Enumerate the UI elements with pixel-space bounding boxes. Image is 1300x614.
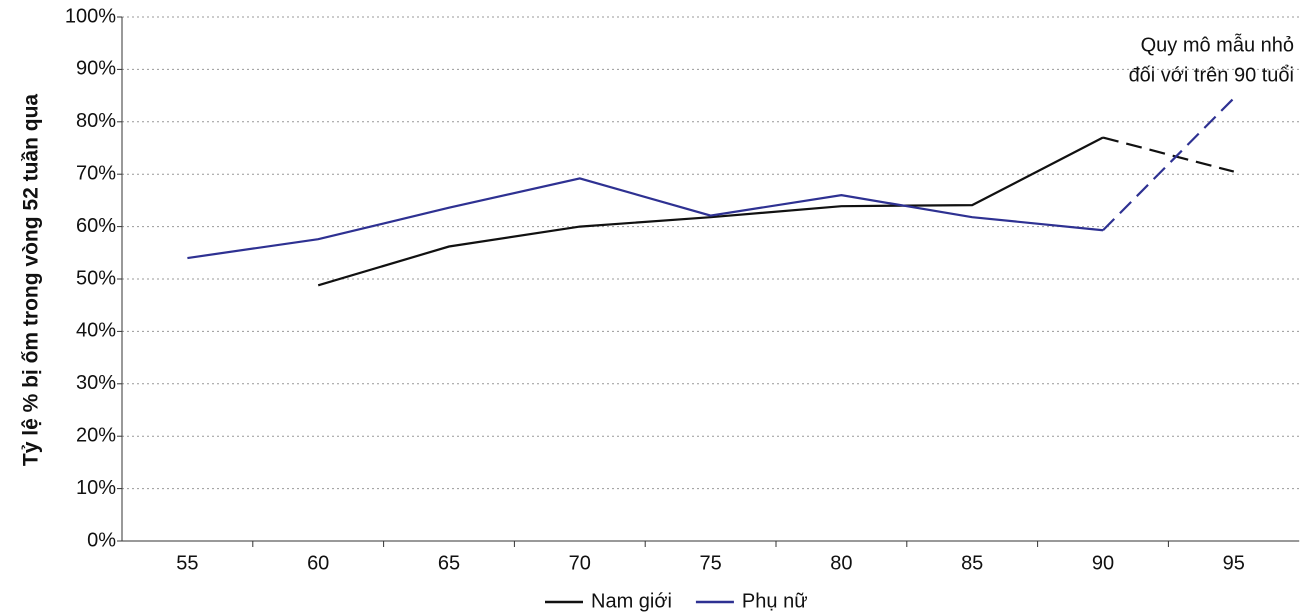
line-series (187, 177, 1104, 260)
y-axis-label: Tỷ lệ % bị ốm trong vòng 52 tuần qua (20, 94, 43, 467)
y-tick-label: 90% (76, 58, 116, 80)
annotation: Quy mô mẫu nhỏ (1141, 33, 1294, 56)
y-tick-label: 50% (76, 267, 116, 289)
y-tick-label: 20% (76, 424, 116, 446)
x-tick-label: 90 (1092, 552, 1114, 574)
legend-label: Nam giới (591, 590, 672, 612)
legend-label: Phụ nữ (742, 590, 808, 612)
line-series (317, 136, 1104, 287)
y-tick-label: 10% (76, 477, 116, 499)
x-tick-label: 55 (176, 552, 198, 574)
x-tick-label: 80 (830, 552, 852, 574)
x-tick-label: 70 (569, 552, 591, 574)
x-tick-label: 65 (438, 552, 460, 574)
x-tick-label: 85 (961, 552, 983, 574)
y-tick-label: 80% (76, 110, 116, 132)
y-tick-label: 60% (76, 215, 116, 237)
line-series-dashed (1102, 136, 1235, 173)
y-tick-label: 70% (76, 162, 116, 184)
x-tick-label: 75 (699, 552, 721, 574)
x-tick-label: 60 (307, 552, 329, 574)
y-tick-label: 30% (76, 372, 116, 394)
annotation: đối với trên 90 tuổi (1129, 64, 1294, 86)
line-series-dashed (1102, 97, 1235, 232)
y-tick-label: 100% (65, 5, 116, 27)
y-tick-label: 0% (87, 529, 116, 551)
y-tick-label: 40% (76, 320, 116, 342)
x-tick-label: 95 (1223, 552, 1245, 574)
